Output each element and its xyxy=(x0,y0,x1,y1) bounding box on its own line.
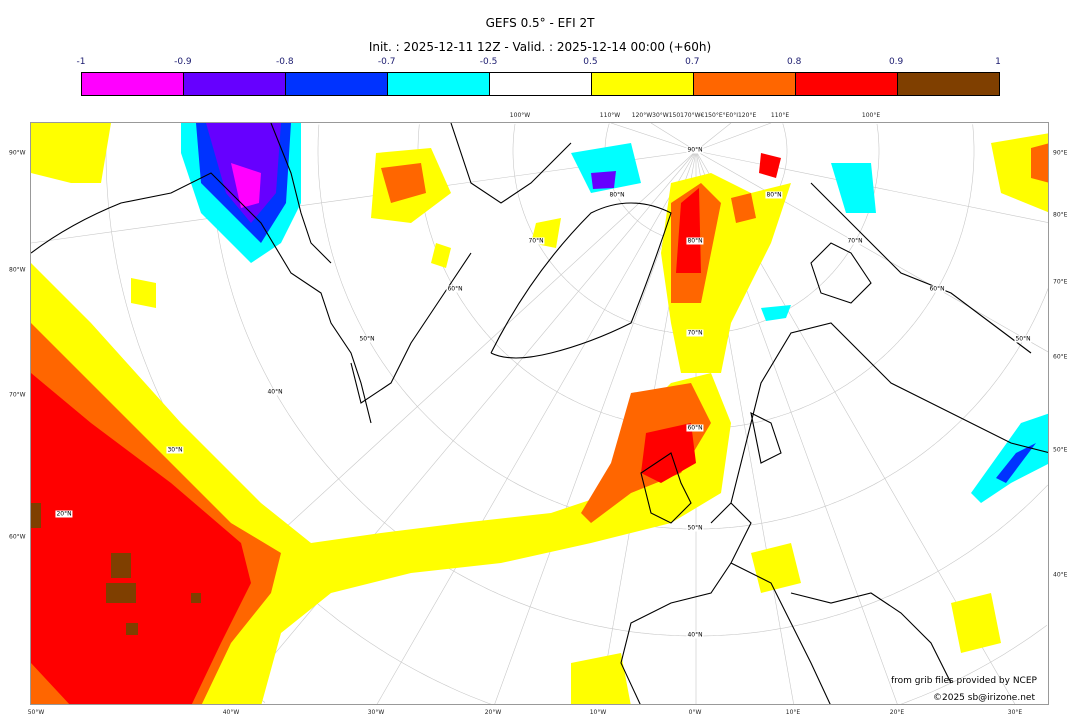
latitude-label: 40°N xyxy=(266,388,284,396)
colorbar-segment xyxy=(184,73,286,95)
latitude-circle xyxy=(210,125,1048,637)
axis-label: 0°W xyxy=(688,709,702,716)
colorbar-segment xyxy=(490,73,592,95)
axis-label: 100°E xyxy=(861,112,881,119)
axis-label: 60°W xyxy=(9,533,26,541)
colorbar-segment xyxy=(796,73,898,95)
colorbar-segment xyxy=(592,73,694,95)
efi-map xyxy=(30,122,1049,705)
latitude-label: 60°N xyxy=(686,424,704,432)
latitude-label: 60°N xyxy=(446,285,464,293)
colorbar-tick: 0.5 xyxy=(583,57,598,67)
latitude-circle xyxy=(972,124,975,151)
colorbar-tick: 0.8 xyxy=(787,57,802,67)
axis-label: 90°W xyxy=(9,149,26,157)
axis-label: 20°E xyxy=(889,709,905,716)
colorbar-tick: -0.7 xyxy=(377,57,396,67)
map-title: GEFS 0.5° - EFI 2T xyxy=(485,16,595,30)
latitude-label: 80°N xyxy=(686,237,704,245)
latitude-circle xyxy=(782,123,788,151)
axis-label: 110°E xyxy=(770,112,790,119)
source-credit: from grib files provided by NCEP xyxy=(891,676,1037,686)
colorbar-segment xyxy=(286,73,388,95)
efi-red-areas xyxy=(31,153,781,704)
colorbar-segment xyxy=(694,73,796,95)
axis-label: 80°E xyxy=(1053,211,1068,219)
latitude-label: 60°N xyxy=(928,285,946,293)
axis-label: 50°W xyxy=(27,709,45,716)
latitude-label: 70°N xyxy=(527,237,545,245)
map-canvas xyxy=(31,123,1048,704)
colorbar-tick: 1 xyxy=(995,57,1001,67)
axis-label: 70°W xyxy=(9,391,26,399)
latitude-label: 80°N xyxy=(765,191,783,199)
axis-label: 40°W xyxy=(222,709,240,716)
copyright-credit: ©2025 sb@irizone.net xyxy=(933,693,1035,703)
axis-label: 90°E xyxy=(1053,149,1068,157)
axis-label: 100°W xyxy=(509,112,531,119)
latitude-label: 30°N xyxy=(166,446,184,454)
latitude-label: 90°N xyxy=(686,146,704,154)
efi-negative-areas xyxy=(181,123,1048,503)
axis-label: 10°E xyxy=(785,709,801,716)
axis-label: 40°E xyxy=(1053,571,1068,579)
latitude-label: 80°N xyxy=(608,191,626,199)
colorbar-tick: 0.7 xyxy=(685,57,700,67)
axis-label: 30°E xyxy=(1007,709,1023,716)
latitude-label: 50°N xyxy=(358,335,376,343)
axis-label: 120°W30°W150170°W€150°E°E0°I120°E xyxy=(631,112,757,119)
efi-brown-areas xyxy=(31,503,201,635)
colorbar xyxy=(81,72,1000,96)
colorbar-tick: -0.8 xyxy=(275,57,294,67)
colorbar-tick: -0.5 xyxy=(479,57,498,67)
axis-label: 70°E xyxy=(1053,278,1068,286)
latitude-label: 50°N xyxy=(1014,335,1032,343)
axis-label: 60°E xyxy=(1053,353,1068,361)
axis-label: 110°W xyxy=(599,112,621,119)
latitude-circle xyxy=(876,123,880,151)
map-subtitle: Init. : 2025-12-11 12Z - Valid. : 2025-1… xyxy=(368,40,712,54)
colorbar-segment xyxy=(82,73,184,95)
latitude-label: 70°N xyxy=(846,237,864,245)
axis-label: 10°W xyxy=(589,709,607,716)
colorbar-segment xyxy=(898,73,999,95)
axis-label: 20°W xyxy=(484,709,502,716)
axis-label: 80°W xyxy=(9,266,26,274)
latitude-label: 70°N xyxy=(686,329,704,337)
latitude-label: 20°N xyxy=(55,510,73,518)
coastlines xyxy=(31,123,1048,704)
axis-label: 50°E xyxy=(1053,446,1068,454)
latitude-label: 50°N xyxy=(686,524,704,532)
latitude-circle xyxy=(900,625,1048,704)
colorbar-tick: -0.9 xyxy=(174,57,192,67)
colorbar-tick: 0.9 xyxy=(888,57,904,67)
colorbar-tick: -1 xyxy=(76,57,86,67)
latitude-label: 40°N xyxy=(686,631,704,639)
colorbar-segment xyxy=(388,73,490,95)
axis-label: 30°W xyxy=(367,709,385,716)
